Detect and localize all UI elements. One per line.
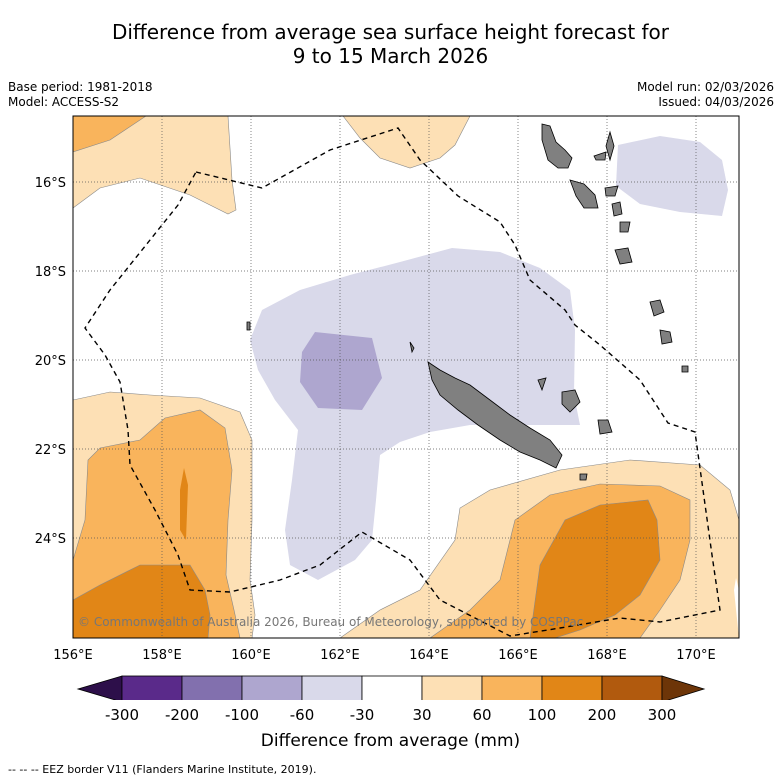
title-line-2: 9 to 15 March 2026 xyxy=(292,44,489,68)
land-masses xyxy=(246,123,689,481)
contour-neg60-central xyxy=(300,332,382,410)
colorbar-bin xyxy=(481,675,543,700)
island-belep xyxy=(409,341,415,354)
island-vanuatu-small-4 xyxy=(619,221,631,233)
model-name: Model: ACCESS-S2 xyxy=(8,95,120,109)
island-vanuatu-efate xyxy=(611,201,623,217)
contour-outlines xyxy=(73,116,739,638)
island-vanuatu-small-3 xyxy=(604,185,619,197)
lon-label: 158°E xyxy=(142,648,182,663)
lon-label: 156°E xyxy=(53,648,93,663)
island-loyalty-1 xyxy=(649,299,665,317)
eez-legend: -- -- -- EEZ border V11 (Flanders Marine… xyxy=(8,763,317,776)
colorbar-tick-label: 60 xyxy=(472,706,492,724)
colorbar-bin xyxy=(541,675,603,700)
gridlines xyxy=(73,116,739,638)
colorbar-tick-label: -60 xyxy=(289,706,315,724)
island-new-caledonia xyxy=(427,361,563,469)
lat-label: 18°S xyxy=(35,265,66,280)
base-period: Base period: 1981-2018 xyxy=(8,80,153,94)
island-loyalty-2 xyxy=(659,329,673,345)
forecast-map: 16°S 18°S 20°S 22°S 24°S 156°E 158°E 160… xyxy=(35,115,740,700)
colorbar-bin xyxy=(301,675,363,700)
colorbar-tick-label: -200 xyxy=(164,706,200,724)
island-isle-of-pines xyxy=(579,473,588,481)
colorbar xyxy=(76,675,706,700)
meta-left: Base period: 1981-2018 Model: ACCESS-S2 xyxy=(8,80,153,110)
lon-label: 168°E xyxy=(587,648,627,663)
colorbar-tick-label: 200 xyxy=(587,706,617,724)
colorbar-bin xyxy=(601,675,663,700)
lat-label: 20°S xyxy=(35,354,66,369)
colorbar-bin xyxy=(241,675,303,700)
colorbar-tick-label: 100 xyxy=(527,706,557,724)
contour-neg30-northeast xyxy=(616,136,728,216)
colorbar-min-extend xyxy=(76,675,123,700)
lat-label: 22°S xyxy=(35,443,66,458)
contour-30-top-center xyxy=(343,116,470,168)
colorbar-bin xyxy=(121,675,183,700)
contour-60-top-left xyxy=(73,116,146,152)
lon-label: 162°E xyxy=(320,648,360,663)
colorbar-bin xyxy=(361,675,423,700)
colorbar-tick-label: -100 xyxy=(224,706,260,724)
meta-right: Model run: 02/03/2026 Issued: 04/03/2026 xyxy=(637,80,774,110)
lon-label: 170°E xyxy=(676,648,716,663)
island-loyalty-3 xyxy=(681,365,689,373)
lat-label: 16°S xyxy=(35,176,66,191)
lon-label: 164°E xyxy=(409,648,449,663)
contour-30-top-left xyxy=(73,116,236,214)
contour-100-southwest xyxy=(73,565,210,638)
island-vanuatu-small-1 xyxy=(593,151,607,161)
colorbar-tick-label: -30 xyxy=(349,706,375,724)
island-vanuatu-espiritu-santo xyxy=(541,123,573,169)
island-vanuatu-malakula xyxy=(569,179,599,209)
colorbar-max-extend xyxy=(661,675,706,700)
island-ouvea xyxy=(537,377,547,392)
lon-label: 160°E xyxy=(231,648,271,663)
colorbar-bin xyxy=(181,675,243,700)
chart-title: Difference from average sea surface heig… xyxy=(0,20,781,68)
island-chesterfield xyxy=(246,321,251,331)
eez-border xyxy=(84,127,721,637)
contour-100-southeast xyxy=(530,500,660,638)
island-vanuatu-tanna xyxy=(614,247,633,265)
contour-30-east-edge xyxy=(733,548,739,590)
island-loyalty-mare xyxy=(597,419,613,435)
contour-fields xyxy=(73,116,739,638)
island-vanuatu-small-2 xyxy=(605,130,615,162)
issued-date: Issued: 04/03/2026 xyxy=(658,95,774,109)
lon-label: 166°E xyxy=(498,648,538,663)
colorbar-tick-label: 30 xyxy=(412,706,432,724)
lat-label: 24°S xyxy=(35,532,66,547)
map-frame xyxy=(72,115,740,639)
title-line-1: Difference from average sea surface heig… xyxy=(111,20,670,44)
longitude-labels: 156°E 158°E 160°E 162°E 164°E 166°E 168°… xyxy=(53,648,716,663)
colorbar-tick-label: -300 xyxy=(104,706,140,724)
contour-100-streak xyxy=(180,468,188,540)
latitude-labels: 16°S 18°S 20°S 22°S 24°S xyxy=(35,176,66,547)
model-run: Model run: 02/03/2026 xyxy=(636,80,774,94)
copyright-notice: © Commonwealth of Australia 2026, Bureau… xyxy=(78,615,583,629)
contour-neg30-central xyxy=(250,248,580,580)
island-loyalty-lifou xyxy=(561,389,581,413)
colorbar-tick-label: 300 xyxy=(647,706,677,724)
colorbar-title: Difference from average (mm) xyxy=(260,731,521,751)
colorbar-bin xyxy=(421,675,483,700)
